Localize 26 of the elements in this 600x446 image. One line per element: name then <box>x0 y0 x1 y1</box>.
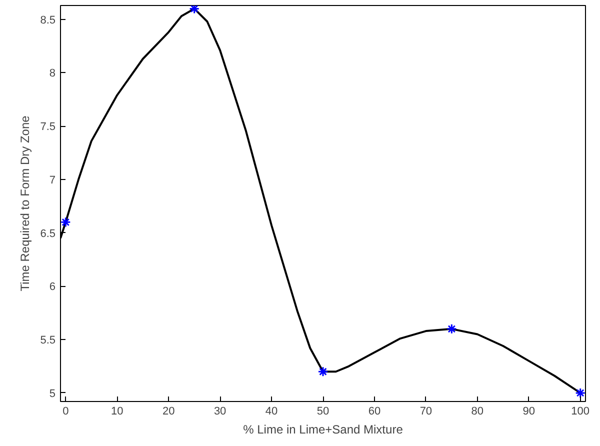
y-tick-label: 8 <box>49 68 56 80</box>
y-tick-label: 7 <box>49 174 56 186</box>
x-tick-label: 100 <box>571 406 590 418</box>
y-tick-label: 7.5 <box>40 121 56 134</box>
x-tick-label: 0 <box>62 406 69 418</box>
point <box>318 366 328 377</box>
point <box>446 324 457 334</box>
x-tick-label: 40 <box>265 406 278 418</box>
x-tick-label: 30 <box>214 406 226 418</box>
x-tick-label: 60 <box>368 406 381 418</box>
x-axis-title: % Lime in Lime+Sand Mixture <box>243 422 404 436</box>
point <box>60 216 71 228</box>
y-axis-title: Time Required to Form Dry Zone <box>18 115 32 292</box>
y-tick-label: 6 <box>49 281 56 294</box>
x-tick-label: 90 <box>522 406 536 418</box>
y-tick-label: 5 <box>49 388 56 400</box>
x-tick-label: 50 <box>316 406 330 418</box>
x-tick-label: 80 <box>471 406 484 418</box>
x-tick-label: 20 <box>162 406 175 418</box>
point <box>575 388 586 398</box>
y-tick-label: 5.5 <box>40 334 56 347</box>
y-tick-label: 6.5 <box>40 228 56 240</box>
point <box>189 6 200 14</box>
x-tick-label: 10 <box>111 406 124 418</box>
y-tick-label: 8.5 <box>40 14 56 26</box>
x-tick-label: 70 <box>420 406 432 418</box>
